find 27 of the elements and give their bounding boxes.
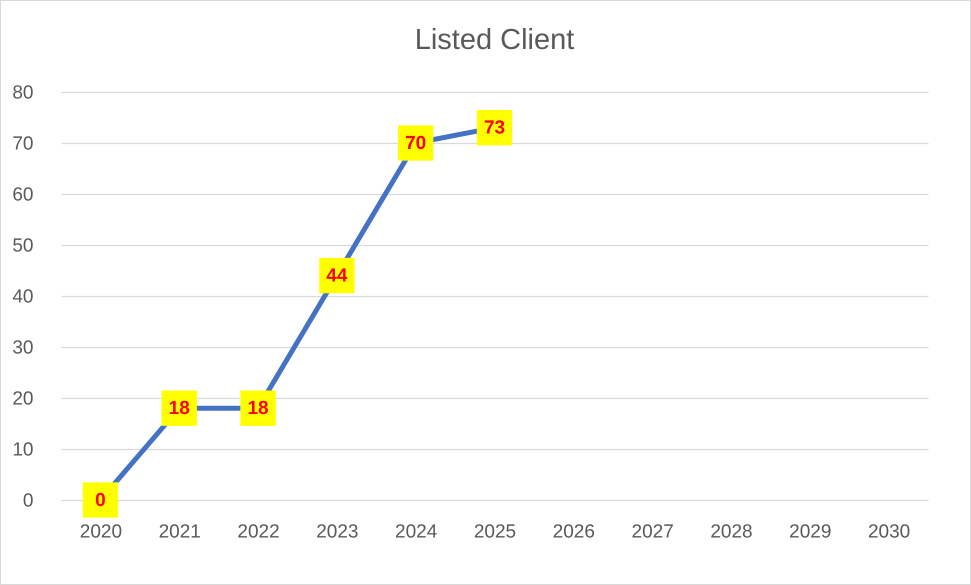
- x-tick-label: 2026: [552, 522, 595, 542]
- data-label: 0: [95, 490, 106, 511]
- x-tick-label: 2028: [710, 522, 753, 542]
- y-tick-label: 40: [12, 286, 34, 308]
- x-tick-label: 2020: [80, 522, 122, 542]
- y-tick-label: 30: [12, 338, 34, 358]
- y-tick-label: 50: [12, 236, 34, 256]
- x-tick-label: 2025: [474, 522, 516, 542]
- x-tick-label: 2027: [631, 522, 674, 542]
- x-tick-label: 2022: [237, 522, 280, 542]
- data-label: 44: [326, 266, 348, 287]
- y-tick-label: 70: [12, 134, 34, 154]
- x-tick-label: 2029: [789, 522, 832, 542]
- data-label: 18: [168, 398, 190, 420]
- chart-title: Listed Client: [414, 24, 574, 56]
- x-tick-label: 2024: [395, 522, 438, 542]
- y-tick-label: 60: [12, 184, 34, 206]
- x-tick-label: 2021: [158, 522, 201, 542]
- data-label: 73: [484, 118, 506, 139]
- y-tick-label: 80: [12, 82, 34, 104]
- y-tick-label: 10: [12, 440, 34, 460]
- y-tick-label: 20: [12, 388, 34, 410]
- x-tick-label: 2030: [868, 522, 910, 542]
- data-label: 70: [405, 133, 426, 154]
- y-tick-label: 0: [22, 490, 34, 512]
- data-label: 18: [247, 398, 269, 420]
- x-tick-label: 2023: [316, 522, 359, 542]
